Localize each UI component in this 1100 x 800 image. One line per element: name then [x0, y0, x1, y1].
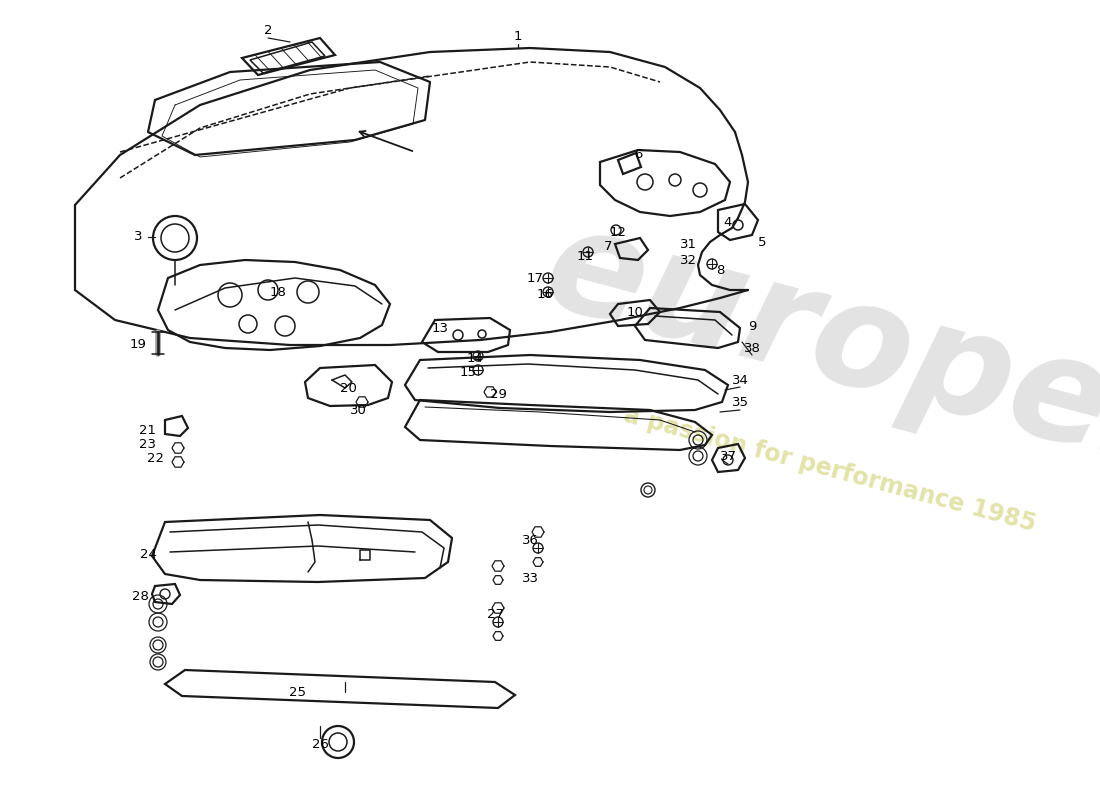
Text: 11: 11 [576, 250, 594, 263]
Text: 22: 22 [146, 451, 164, 465]
Text: 25: 25 [289, 686, 307, 698]
Text: 27: 27 [486, 607, 504, 621]
Text: 6: 6 [634, 149, 642, 162]
Text: 18: 18 [270, 286, 286, 298]
Text: europes: europes [530, 196, 1100, 504]
Text: a passion for performance 1985: a passion for performance 1985 [621, 403, 1038, 537]
Text: 8: 8 [716, 263, 724, 277]
Text: 5: 5 [758, 235, 767, 249]
Text: 16: 16 [537, 289, 553, 302]
Text: 4: 4 [724, 215, 733, 229]
Text: 21: 21 [140, 423, 156, 437]
Text: 38: 38 [744, 342, 760, 354]
Text: 26: 26 [311, 738, 329, 751]
Text: 10: 10 [627, 306, 644, 319]
Text: 32: 32 [680, 254, 696, 266]
Text: 17: 17 [527, 273, 543, 286]
Text: 19: 19 [130, 338, 146, 350]
Text: 9: 9 [748, 319, 756, 333]
Text: 35: 35 [732, 397, 748, 410]
Text: 23: 23 [140, 438, 156, 450]
Text: 2: 2 [264, 23, 273, 37]
Text: 30: 30 [350, 403, 366, 417]
Text: 7: 7 [604, 241, 613, 254]
Text: 36: 36 [521, 534, 538, 546]
Text: 31: 31 [680, 238, 696, 251]
Text: 24: 24 [140, 547, 156, 561]
Text: 37: 37 [719, 450, 737, 463]
Text: 3: 3 [134, 230, 142, 243]
Text: 34: 34 [732, 374, 748, 386]
Text: 15: 15 [460, 366, 476, 379]
Text: 33: 33 [521, 571, 539, 585]
Text: 20: 20 [340, 382, 356, 394]
Text: 1: 1 [514, 30, 522, 43]
Text: 14: 14 [466, 351, 483, 365]
Text: 29: 29 [490, 389, 506, 402]
Text: 13: 13 [431, 322, 449, 334]
Text: 28: 28 [132, 590, 148, 602]
Text: 12: 12 [609, 226, 627, 238]
